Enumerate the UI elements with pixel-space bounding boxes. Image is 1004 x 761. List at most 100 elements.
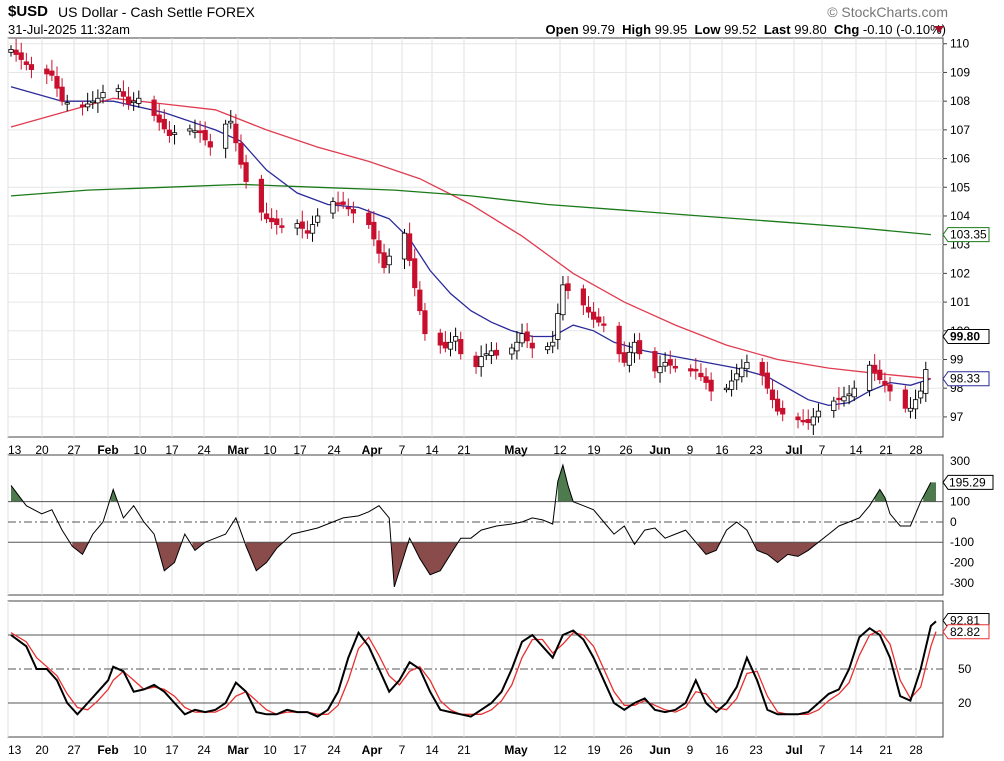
candle-body [120,91,127,97]
last-value-label: 98.33 [950,372,980,386]
x-tick-label: 14 [849,743,863,757]
x-tick-label: 23 [749,443,763,457]
candle-body [626,351,632,366]
last-value-tag [942,329,990,345]
x-tick-label: 21 [457,743,471,757]
cci-line [10,463,932,588]
candle-body [887,384,893,392]
last-value-tag [942,227,990,243]
panel-frame [7,37,944,438]
cci-last-value-label: 195.29 [949,475,986,489]
candle-body [723,387,730,391]
candle-body [810,416,816,426]
last-label: Last [763,22,791,37]
quote-summary: Open 99.79 High 99.95 Low 99.52 Last 99.… [546,22,946,37]
candle-body [728,380,735,390]
candle-body [688,368,694,372]
cci-oversold-fill [72,542,819,587]
x-tick-label: 27 [67,743,81,757]
candle-body [877,369,883,380]
candle-body [601,323,607,326]
last-value-tag [942,371,990,387]
candle-body [631,341,638,354]
cci-tick-label: -100 [950,535,974,549]
x-tick-label: 10 [133,743,147,757]
x-tick-label: Jul [785,743,802,757]
price-tick-label: 101 [950,295,970,309]
candle-body [565,283,571,292]
candle-body [417,289,423,312]
low-label: Low [694,22,721,37]
candle-body [238,142,244,165]
candle-body [207,141,213,148]
candle-body [590,311,597,320]
candle-body [621,352,627,363]
candle-body [805,419,811,424]
candle-body [44,68,50,75]
candle-body [345,206,351,210]
candle-body [223,123,229,149]
candle-body [662,361,668,367]
x-tick-label: May [504,743,528,757]
candle-body [401,232,408,260]
price-tick-label: 109 [950,65,970,79]
candle-body [780,407,786,415]
candle-body [340,201,346,205]
symbol-description: US Dollar - Cash Settle FOREX [58,4,255,20]
candle-body [882,380,888,386]
x-tick-label: Jun [649,743,670,757]
x-tick-label: 21 [879,743,893,757]
x-tick-label: 7 [819,443,826,457]
candle-body [453,336,459,342]
candle-body [902,389,908,409]
candle-body [233,123,239,144]
x-tick-label: 27 [67,443,81,457]
candle-body [759,361,765,376]
candle-body [739,367,745,378]
x-tick-label: 16 [715,443,729,457]
cci-tick-label: 100 [950,495,970,509]
symbol-label: $USD [8,3,49,20]
x-tick-label: 19 [587,443,601,457]
candle-body [815,410,822,418]
price-tick-label: 108 [950,94,970,108]
x-tick-label: 24 [197,443,211,457]
price-tick-label: 99 [950,352,964,366]
x-tick-label: 14 [425,443,439,457]
x-tick-label: 10 [133,443,147,457]
x-tick-label: Jul [785,443,802,457]
last-value-label: 103.35 [950,228,987,242]
candle-body [907,407,914,412]
price-tick-label: 97 [950,410,964,424]
datetime-label: 31-Jul-2025 11:32am [8,22,130,37]
candle-body [18,52,24,60]
candle-body [866,364,873,391]
candle-body [580,288,586,306]
candle-body [28,64,35,70]
x-tick-label: Apr [362,443,383,457]
x-tick-label: 28 [909,443,923,457]
stoch-tick-label: 20 [958,696,972,710]
high-label: High [622,22,652,37]
candle-body [115,88,121,92]
moving-average-line [10,97,931,380]
cci-tick-label: 300 [950,454,970,468]
candle-body [304,230,311,234]
panel-frame [7,454,944,596]
x-tick-label: Apr [362,743,383,757]
candle-body [335,202,341,205]
candle-body [872,364,878,373]
candle-body [59,86,65,102]
candle-body [836,397,842,401]
candle-body [125,96,132,105]
candle-body [519,333,525,344]
candle-body [912,399,919,410]
candle-body [703,376,709,383]
candle-body [774,398,781,412]
candle-body [228,120,234,124]
candle-body [269,217,275,223]
candle-body [386,255,392,266]
candle-body [100,92,106,99]
x-tick-label: 17 [293,443,307,457]
